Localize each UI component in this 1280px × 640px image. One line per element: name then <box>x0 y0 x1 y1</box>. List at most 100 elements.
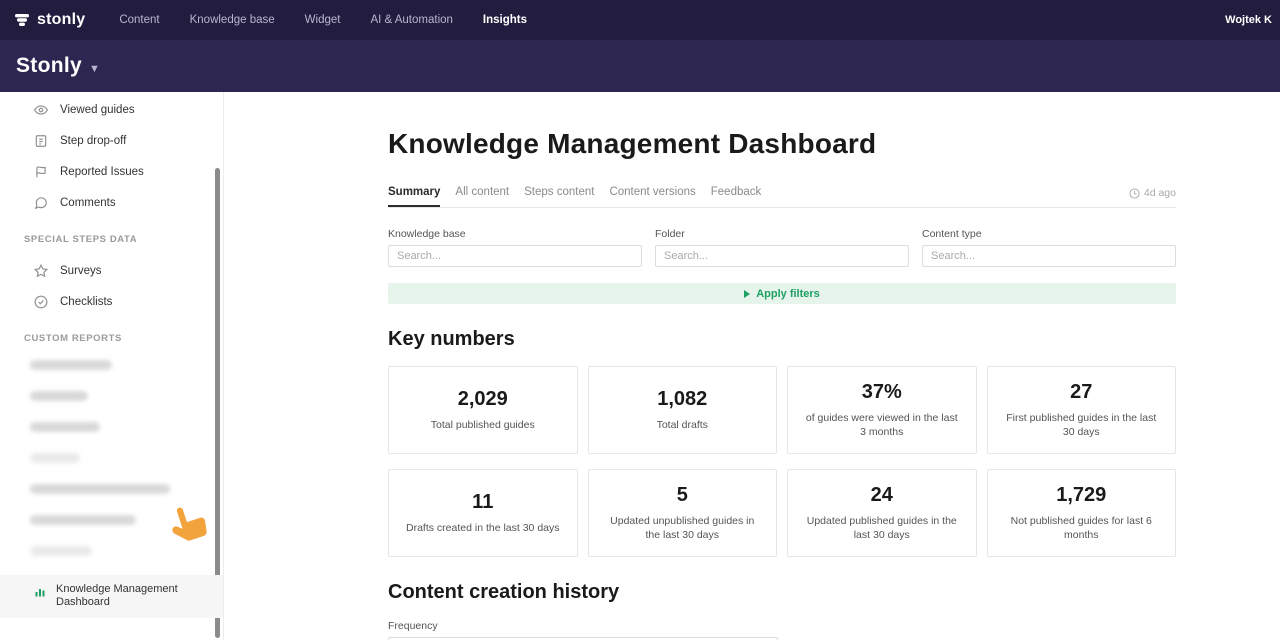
frequency-label: Frequency <box>388 620 438 632</box>
stat-value: 11 <box>472 490 494 513</box>
sidebar-item-comments[interactable]: Comments <box>0 187 223 218</box>
stat-card-updated-unpublished-30-days: 5 Updated unpublished guides in the last… <box>587 469 777 557</box>
nav-item-insights[interactable]: Insights <box>482 14 528 26</box>
stat-label: Total published guides <box>430 418 535 431</box>
nav-item-widget[interactable]: Widget <box>304 14 341 26</box>
folder-search-input[interactable] <box>655 245 909 267</box>
filter-label: Content type <box>922 228 982 240</box>
chevron-down-icon[interactable]: ▼ <box>88 62 100 75</box>
sidebar-section-special-steps-data: SPECIAL STEPS DATA <box>24 234 138 245</box>
stat-value: 1,729 <box>1056 483 1107 506</box>
filter-label: Knowledge base <box>388 228 466 240</box>
stat-label: Updated unpublished guides in the last 3… <box>610 514 755 541</box>
stonly-logo[interactable]: stonly <box>14 11 85 29</box>
user-menu[interactable]: Wojtek K <box>1225 14 1272 26</box>
last-updated-text: 4d ago <box>1143 187 1176 199</box>
filters-row: Knowledge base Folder Content type <box>388 228 1176 267</box>
sidebar-item-label: Knowledge Management Dashboard <box>56 582 178 609</box>
stat-card-not-published-6-months: 1,729 Not published guides for last 6 mo… <box>986 469 1176 557</box>
stat-value: 2,029 <box>457 387 508 410</box>
stat-card-updated-published-30-days: 24 Updated published guides in the last … <box>787 469 977 557</box>
bar-chart-icon <box>35 588 45 596</box>
stonly-logo-icon <box>15 14 29 26</box>
stat-value: 37% <box>861 380 902 403</box>
page-title: Knowledge Management Dashboard <box>388 128 877 159</box>
flag-icon <box>36 165 46 177</box>
sidebar-section-custom-reports: CUSTOM REPORTS <box>24 333 122 344</box>
sidebar-item-label: Step drop-off <box>60 134 127 147</box>
sidebar-item-knowledge-management-dashboard[interactable]: Knowledge Management Dashboard <box>0 574 223 618</box>
apply-filters-button[interactable]: Apply filters <box>388 283 1176 304</box>
tab-feedback[interactable]: Feedback <box>710 186 762 198</box>
sidebar-item-label: Comments <box>60 196 116 209</box>
content-type-search-input[interactable] <box>922 245 1176 267</box>
sidebar-item-label: Surveys <box>60 264 102 277</box>
main-content: Knowledge Management Dashboard Summary A… <box>224 92 1280 640</box>
stat-value: 1,082 <box>657 387 708 410</box>
tab-summary[interactable]: Summary <box>388 186 441 207</box>
step-icon <box>35 134 47 147</box>
redacted-report-item[interactable] <box>30 546 92 556</box>
nav-item-ai-automation[interactable]: AI & Automation <box>370 14 453 26</box>
sidebar-item-label: Checklists <box>60 295 113 308</box>
stonly-logo-text: stonly <box>37 11 86 28</box>
workspace-header: Stonly ▼ <box>0 40 1280 92</box>
apply-filters-label: Apply filters <box>756 287 820 300</box>
stat-card-total-drafts: 1,082 Total drafts <box>587 366 777 454</box>
stat-label: Drafts created in the last 30 days <box>406 521 560 534</box>
star-icon <box>34 263 48 277</box>
nav-item-content[interactable]: Content <box>119 14 160 26</box>
stat-value: 27 <box>1070 380 1093 403</box>
eye-icon <box>34 104 48 115</box>
sidebar-item-label: Reported Issues <box>60 165 144 178</box>
stat-card-guides-viewed-pct: 37% of guides were viewed in the last 3 … <box>787 366 977 454</box>
sidebar-scrollbar[interactable] <box>215 168 220 638</box>
filter-content-type: Content type <box>922 228 1176 267</box>
stat-card-first-published-30-days: 27 First published guides in the last 30… <box>986 366 1176 454</box>
redacted-report-item[interactable] <box>30 515 136 525</box>
tab-steps-content[interactable]: Steps content <box>524 186 595 198</box>
top-navigation: stonly Content Knowledge base Widget AI … <box>0 0 1280 40</box>
stat-card-drafts-created-30-days: 11 Drafts created in the last 30 days <box>388 469 578 557</box>
content-creation-history-title: Content creation history <box>388 581 620 603</box>
last-updated: 4d ago <box>1129 187 1176 206</box>
redacted-report-item[interactable] <box>30 391 88 401</box>
ukraine-flag-icon <box>88 8 97 15</box>
workspace-title[interactable]: Stonly <box>16 54 82 77</box>
redacted-report-item[interactable] <box>30 453 80 463</box>
stat-label: of guides were viewed in the last 3 mont… <box>805 411 958 438</box>
comment-icon <box>34 196 47 209</box>
redacted-report-item[interactable] <box>30 484 170 494</box>
top-nav-items: Content Knowledge base Widget AI & Autom… <box>119 14 527 26</box>
redacted-report-item[interactable] <box>30 360 112 370</box>
redacted-report-item[interactable] <box>30 422 100 432</box>
sidebar-item-reported-issues[interactable]: Reported Issues <box>0 156 223 187</box>
tab-content-versions[interactable]: Content versions <box>609 186 696 198</box>
dashboard-tabs: Summary All content Steps content Conten… <box>388 186 1176 208</box>
check-circle-icon <box>34 295 48 308</box>
stat-label: First published guides in the last 30 da… <box>1006 411 1157 438</box>
nav-item-knowledge-base[interactable]: Knowledge base <box>189 14 275 26</box>
insights-sidebar: Viewed guides Step drop-off Reported Iss… <box>0 92 224 640</box>
filter-label: Folder <box>655 228 685 240</box>
stat-label: Updated published guides in the last 30 … <box>806 514 957 541</box>
frequency-select[interactable]: Monthly ▼ <box>388 637 778 640</box>
key-numbers-title: Key numbers <box>388 328 515 350</box>
stat-value: 5 <box>676 483 688 506</box>
tab-all-content[interactable]: All content <box>455 186 510 198</box>
stat-label: Not published guides for last 6 months <box>1010 514 1152 541</box>
sidebar-item-viewed-guides[interactable]: Viewed guides <box>0 94 223 125</box>
key-numbers-grid: 2,029 Total published guides 1,082 Total… <box>388 366 1176 557</box>
clock-icon <box>1129 187 1140 199</box>
sidebar-item-step-drop-off[interactable]: Step drop-off <box>0 125 223 156</box>
filter-folder: Folder <box>655 228 909 267</box>
filter-knowledge-base: Knowledge base <box>388 228 642 267</box>
sidebar-item-label: Viewed guides <box>60 103 135 116</box>
stat-card-total-published-guides: 2,029 Total published guides <box>388 366 578 454</box>
hand-pointer-cursor <box>172 507 207 541</box>
sidebar-item-checklists[interactable]: Checklists <box>0 286 223 317</box>
sidebar-item-surveys[interactable]: Surveys <box>0 255 223 286</box>
knowledge-base-search-input[interactable] <box>388 245 642 267</box>
custom-reports-list <box>0 360 223 556</box>
stat-label: Total drafts <box>656 418 708 431</box>
